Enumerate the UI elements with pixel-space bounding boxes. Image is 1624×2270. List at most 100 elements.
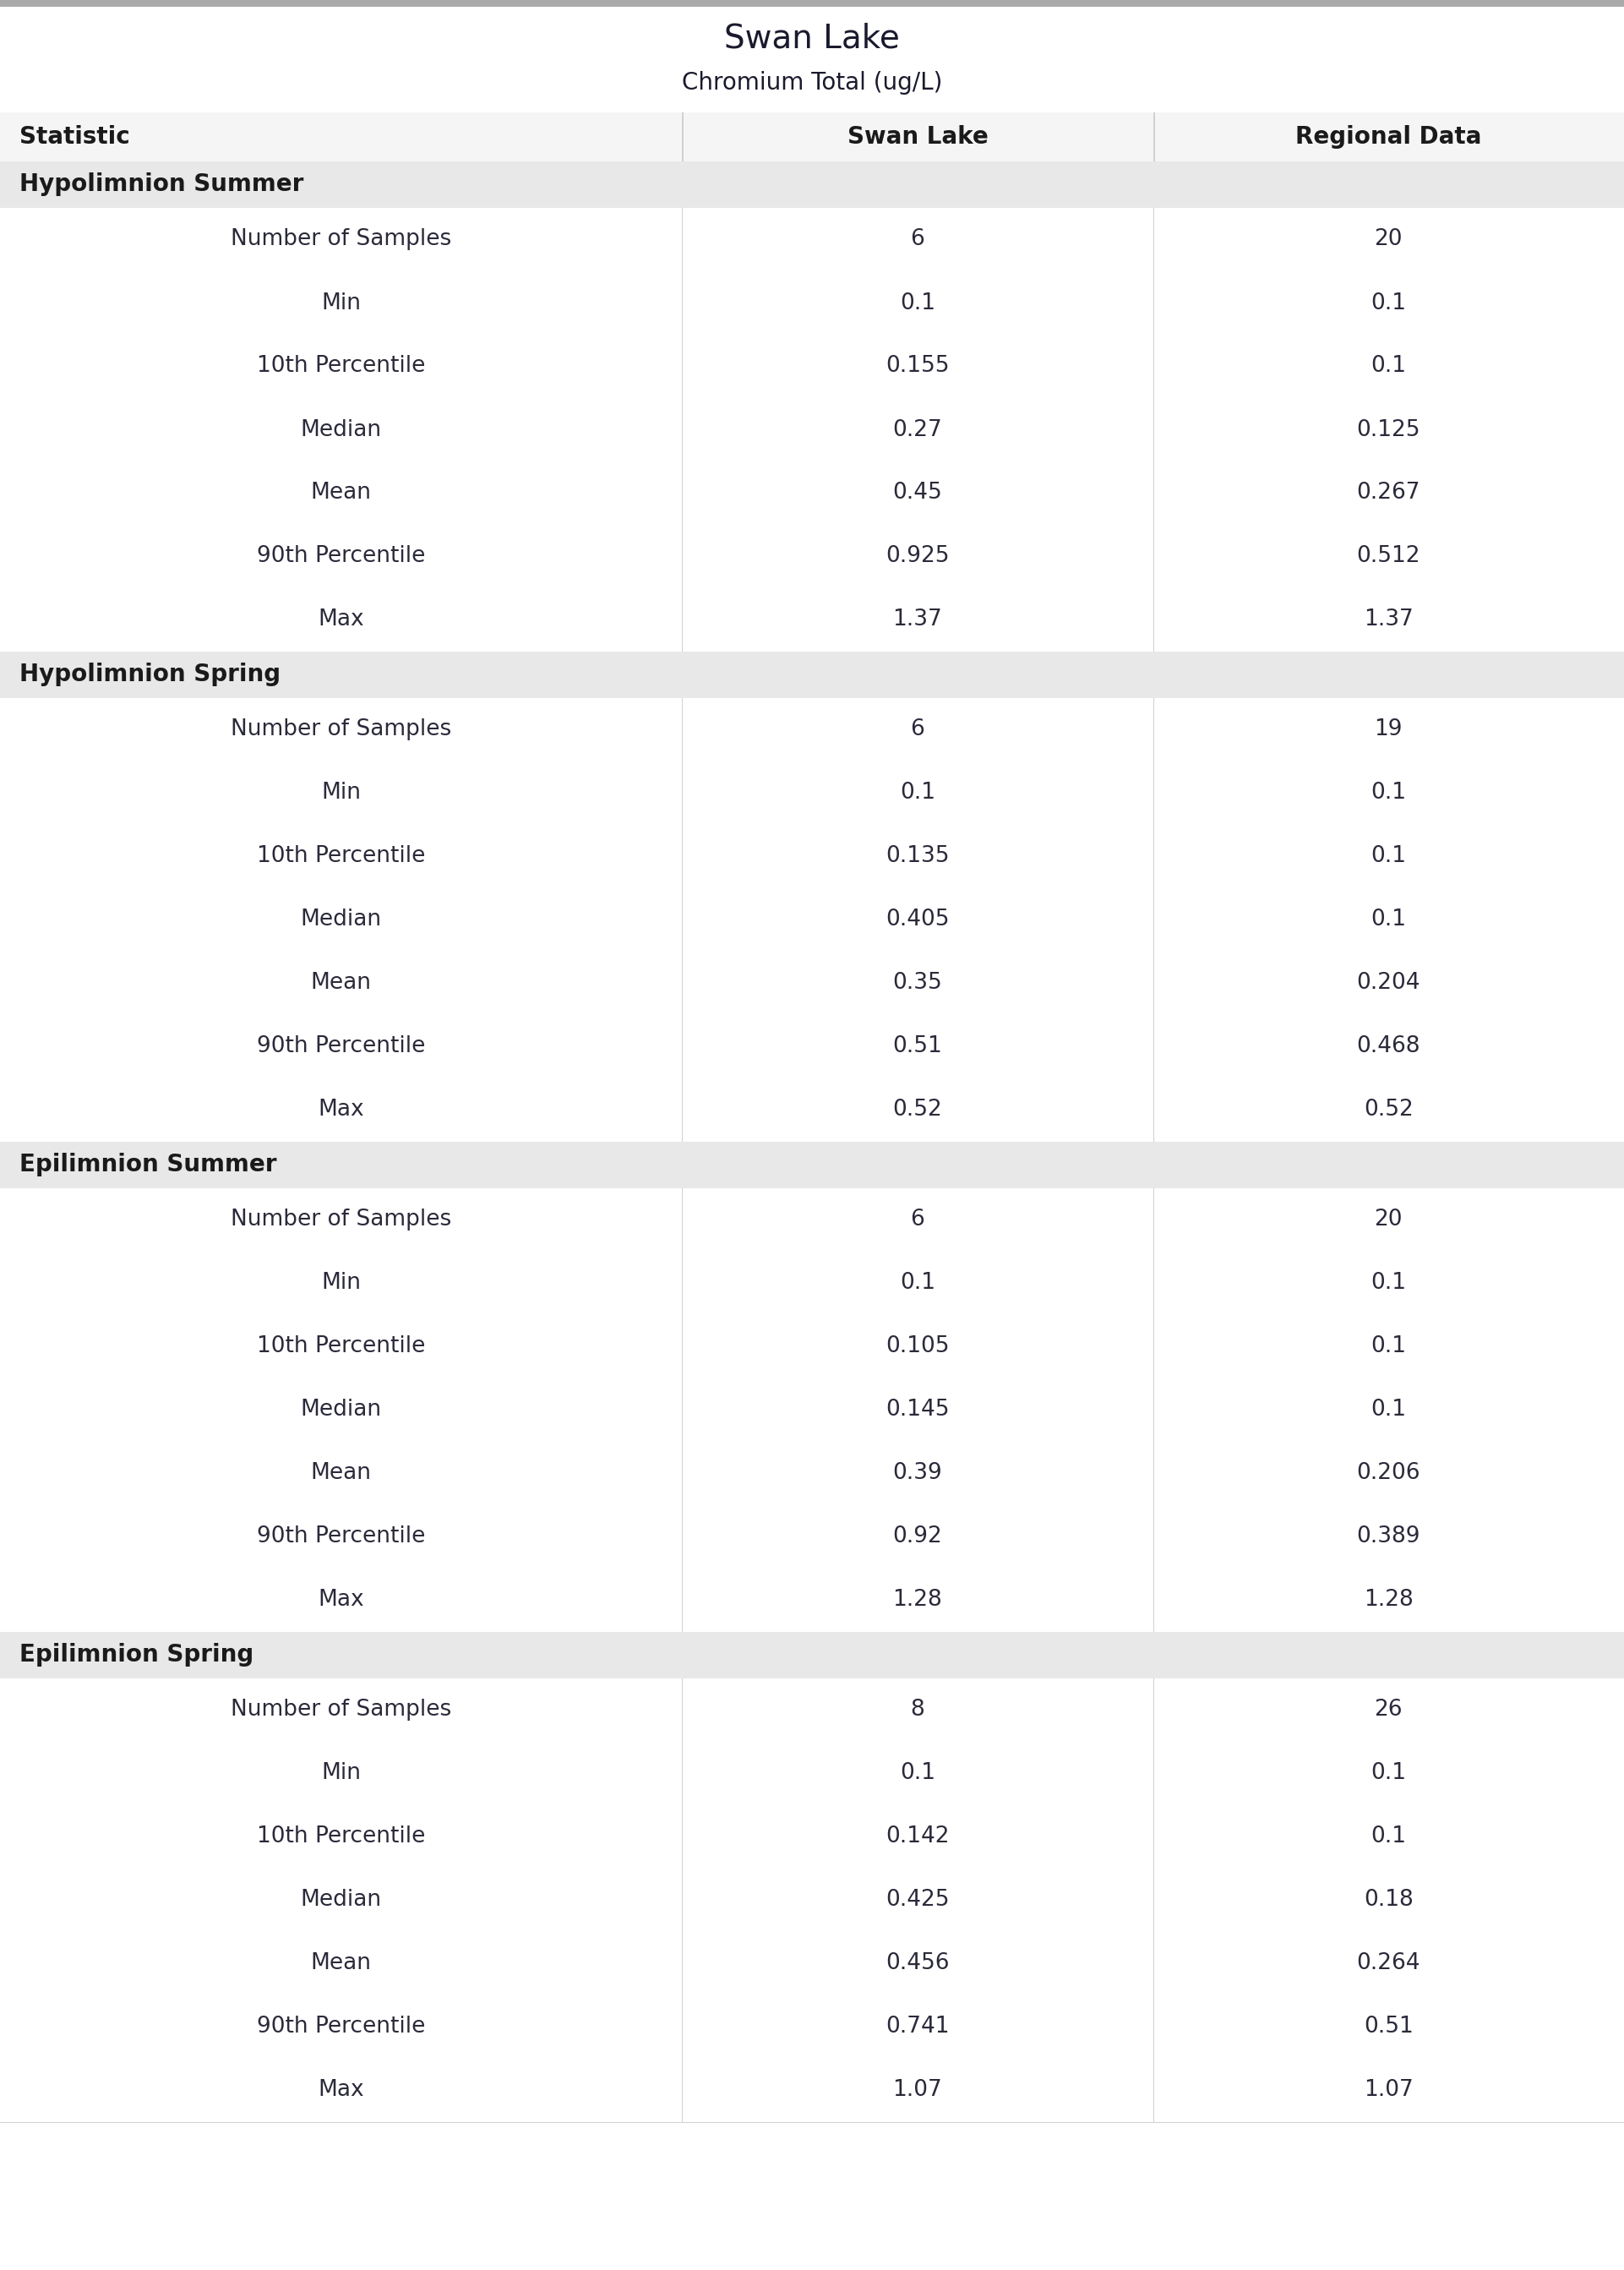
Text: 1.37: 1.37 bbox=[1364, 608, 1413, 631]
Text: 0.1: 0.1 bbox=[900, 1762, 935, 1784]
Bar bbox=[0, 1441, 1624, 1505]
Text: 0.105: 0.105 bbox=[885, 1335, 950, 1357]
Text: Max: Max bbox=[318, 608, 364, 631]
Text: Mean: Mean bbox=[310, 1462, 372, 1485]
Bar bbox=[0, 1932, 1624, 1995]
Bar bbox=[0, 1378, 1624, 1441]
Text: Mean: Mean bbox=[310, 1952, 372, 1975]
Bar bbox=[0, 699, 1624, 760]
Text: Min: Min bbox=[322, 783, 361, 804]
Text: 6: 6 bbox=[911, 720, 924, 740]
Text: Regional Data: Regional Data bbox=[1296, 125, 1481, 150]
Text: Chromium Total (ug/L): Chromium Total (ug/L) bbox=[682, 70, 942, 95]
Text: 1.07: 1.07 bbox=[893, 2079, 942, 2102]
Text: 0.264: 0.264 bbox=[1356, 1952, 1421, 1975]
Text: 19: 19 bbox=[1374, 720, 1403, 740]
Text: 0.1: 0.1 bbox=[1371, 908, 1406, 931]
Text: Median: Median bbox=[300, 1889, 382, 1911]
Text: 0.125: 0.125 bbox=[1356, 418, 1421, 440]
Bar bbox=[0, 824, 1624, 888]
Bar bbox=[0, 1251, 1624, 1314]
Text: 1.28: 1.28 bbox=[1364, 1589, 1413, 1612]
Text: 0.741: 0.741 bbox=[885, 2016, 950, 2038]
Text: Number of Samples: Number of Samples bbox=[231, 1700, 451, 1721]
Bar bbox=[0, 1741, 1624, 1805]
Text: 0.51: 0.51 bbox=[1364, 2016, 1413, 2038]
Bar bbox=[0, 2059, 1624, 2122]
Text: 0.145: 0.145 bbox=[885, 1398, 950, 1421]
Text: 0.1: 0.1 bbox=[1371, 356, 1406, 377]
Text: 90th Percentile: 90th Percentile bbox=[257, 545, 425, 568]
Bar bbox=[0, 461, 1624, 524]
Text: 6: 6 bbox=[911, 1210, 924, 1230]
Text: Number of Samples: Number of Samples bbox=[231, 229, 451, 250]
Text: 0.39: 0.39 bbox=[893, 1462, 942, 1485]
Text: Min: Min bbox=[322, 293, 361, 313]
Text: 1.07: 1.07 bbox=[1364, 2079, 1413, 2102]
Text: 0.925: 0.925 bbox=[885, 545, 950, 568]
Text: 0.1: 0.1 bbox=[900, 1271, 935, 1294]
Text: 0.267: 0.267 bbox=[1356, 481, 1421, 504]
Text: 0.45: 0.45 bbox=[893, 481, 942, 504]
Text: Number of Samples: Number of Samples bbox=[231, 1210, 451, 1230]
Text: 0.35: 0.35 bbox=[893, 972, 942, 994]
Bar bbox=[0, 1995, 1624, 2059]
Text: 0.18: 0.18 bbox=[1364, 1889, 1413, 1911]
Text: 26: 26 bbox=[1374, 1700, 1403, 1721]
Text: 0.1: 0.1 bbox=[1371, 1271, 1406, 1294]
Bar bbox=[0, 651, 1624, 699]
Bar bbox=[0, 760, 1624, 824]
Text: 0.456: 0.456 bbox=[885, 1952, 950, 1975]
Text: Max: Max bbox=[318, 1099, 364, 1121]
Text: 0.1: 0.1 bbox=[1371, 1398, 1406, 1421]
Text: 1.37: 1.37 bbox=[893, 608, 942, 631]
Bar bbox=[0, 209, 1624, 272]
Bar bbox=[0, 1505, 1624, 1569]
Text: Epilimnion Spring: Epilimnion Spring bbox=[19, 1643, 253, 1666]
Text: Median: Median bbox=[300, 908, 382, 931]
Text: Swan Lake: Swan Lake bbox=[724, 23, 900, 54]
Text: 0.1: 0.1 bbox=[1371, 293, 1406, 313]
Text: Median: Median bbox=[300, 1398, 382, 1421]
Text: 0.51: 0.51 bbox=[893, 1035, 942, 1058]
Text: 10th Percentile: 10th Percentile bbox=[257, 1825, 425, 1848]
Text: 0.405: 0.405 bbox=[885, 908, 950, 931]
Bar bbox=[0, 588, 1624, 651]
Text: 0.1: 0.1 bbox=[900, 783, 935, 804]
Text: Number of Samples: Number of Samples bbox=[231, 720, 451, 740]
Bar bbox=[0, 1868, 1624, 1932]
Text: 10th Percentile: 10th Percentile bbox=[257, 1335, 425, 1357]
Bar bbox=[0, 397, 1624, 461]
Text: 0.1: 0.1 bbox=[1371, 1762, 1406, 1784]
Bar bbox=[0, 114, 1624, 161]
Bar bbox=[0, 1569, 1624, 1632]
Text: 0.1: 0.1 bbox=[1371, 1825, 1406, 1848]
Text: 0.1: 0.1 bbox=[900, 293, 935, 313]
Text: 0.135: 0.135 bbox=[885, 844, 950, 867]
Text: Min: Min bbox=[322, 1271, 361, 1294]
Bar bbox=[0, 888, 1624, 951]
Text: 10th Percentile: 10th Percentile bbox=[257, 844, 425, 867]
Text: Hypolimnion Spring: Hypolimnion Spring bbox=[19, 663, 281, 686]
Text: 0.206: 0.206 bbox=[1356, 1462, 1421, 1485]
Bar bbox=[0, 0, 1624, 7]
Text: Max: Max bbox=[318, 2079, 364, 2102]
Text: 0.1: 0.1 bbox=[1371, 844, 1406, 867]
Text: 0.1: 0.1 bbox=[1371, 1335, 1406, 1357]
Bar bbox=[0, 1187, 1624, 1251]
Bar bbox=[0, 161, 1624, 209]
Text: Statistic: Statistic bbox=[19, 125, 130, 150]
Text: Epilimnion Summer: Epilimnion Summer bbox=[19, 1153, 276, 1176]
Text: Median: Median bbox=[300, 418, 382, 440]
Text: Swan Lake: Swan Lake bbox=[848, 125, 987, 150]
Text: 0.389: 0.389 bbox=[1356, 1525, 1421, 1548]
Text: 6: 6 bbox=[911, 229, 924, 250]
Text: 10th Percentile: 10th Percentile bbox=[257, 356, 425, 377]
Bar bbox=[0, 1015, 1624, 1078]
Text: 0.468: 0.468 bbox=[1356, 1035, 1421, 1058]
Bar bbox=[1153, 114, 1155, 161]
Bar bbox=[0, 1632, 1624, 1678]
Text: Mean: Mean bbox=[310, 972, 372, 994]
Bar bbox=[0, 1678, 1624, 1741]
Text: 90th Percentile: 90th Percentile bbox=[257, 1525, 425, 1548]
